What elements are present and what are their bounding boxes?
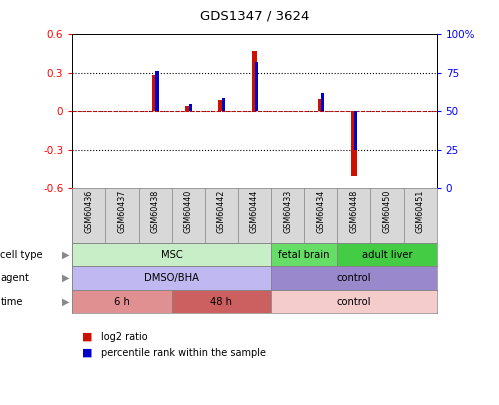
Bar <box>271 290 437 313</box>
Text: ■: ■ <box>82 332 93 342</box>
Text: fetal brain: fetal brain <box>278 250 330 260</box>
Bar <box>321 93 324 111</box>
Text: percentile rank within the sample: percentile rank within the sample <box>101 348 266 358</box>
Bar <box>251 51 257 111</box>
Bar <box>156 71 159 111</box>
Text: control: control <box>337 297 371 307</box>
Bar <box>185 106 191 111</box>
Bar <box>271 243 337 266</box>
Text: GSM60444: GSM60444 <box>250 190 259 233</box>
Text: GSM60438: GSM60438 <box>151 190 160 233</box>
Text: DMSO/BHA: DMSO/BHA <box>144 273 199 283</box>
Text: GDS1347 / 3624: GDS1347 / 3624 <box>200 9 309 22</box>
Bar <box>72 266 271 290</box>
Text: GSM60434: GSM60434 <box>316 190 325 233</box>
Bar <box>354 111 357 150</box>
Bar <box>351 111 357 175</box>
Text: GSM60433: GSM60433 <box>283 190 292 233</box>
Text: cell type: cell type <box>0 250 43 260</box>
Bar <box>72 243 271 266</box>
Text: GSM60437: GSM60437 <box>118 190 127 233</box>
Text: 48 h: 48 h <box>211 297 233 307</box>
Bar <box>72 290 172 313</box>
Text: ■: ■ <box>82 348 93 358</box>
Text: time: time <box>0 297 23 307</box>
Bar <box>189 104 192 111</box>
Text: agent: agent <box>0 273 29 283</box>
Text: ▶: ▶ <box>62 273 70 283</box>
Text: log2 ratio: log2 ratio <box>101 332 148 342</box>
Text: 6 h: 6 h <box>114 297 130 307</box>
Text: control: control <box>337 273 371 283</box>
Text: GSM60440: GSM60440 <box>184 190 193 233</box>
Text: adult liver: adult liver <box>362 250 412 260</box>
Bar <box>152 75 158 111</box>
Bar <box>337 243 437 266</box>
Bar <box>255 62 258 111</box>
Text: ▶: ▶ <box>62 297 70 307</box>
Text: ▶: ▶ <box>62 250 70 260</box>
Bar <box>271 266 437 290</box>
Bar <box>172 290 271 313</box>
Bar <box>219 100 225 111</box>
Text: GSM60448: GSM60448 <box>349 190 358 233</box>
Bar <box>222 98 225 111</box>
Text: GSM60436: GSM60436 <box>84 190 93 233</box>
Bar <box>318 98 324 111</box>
Text: GSM60450: GSM60450 <box>382 190 391 233</box>
Text: MSC: MSC <box>161 250 183 260</box>
Text: GSM60442: GSM60442 <box>217 190 226 233</box>
Text: GSM60451: GSM60451 <box>416 190 425 233</box>
